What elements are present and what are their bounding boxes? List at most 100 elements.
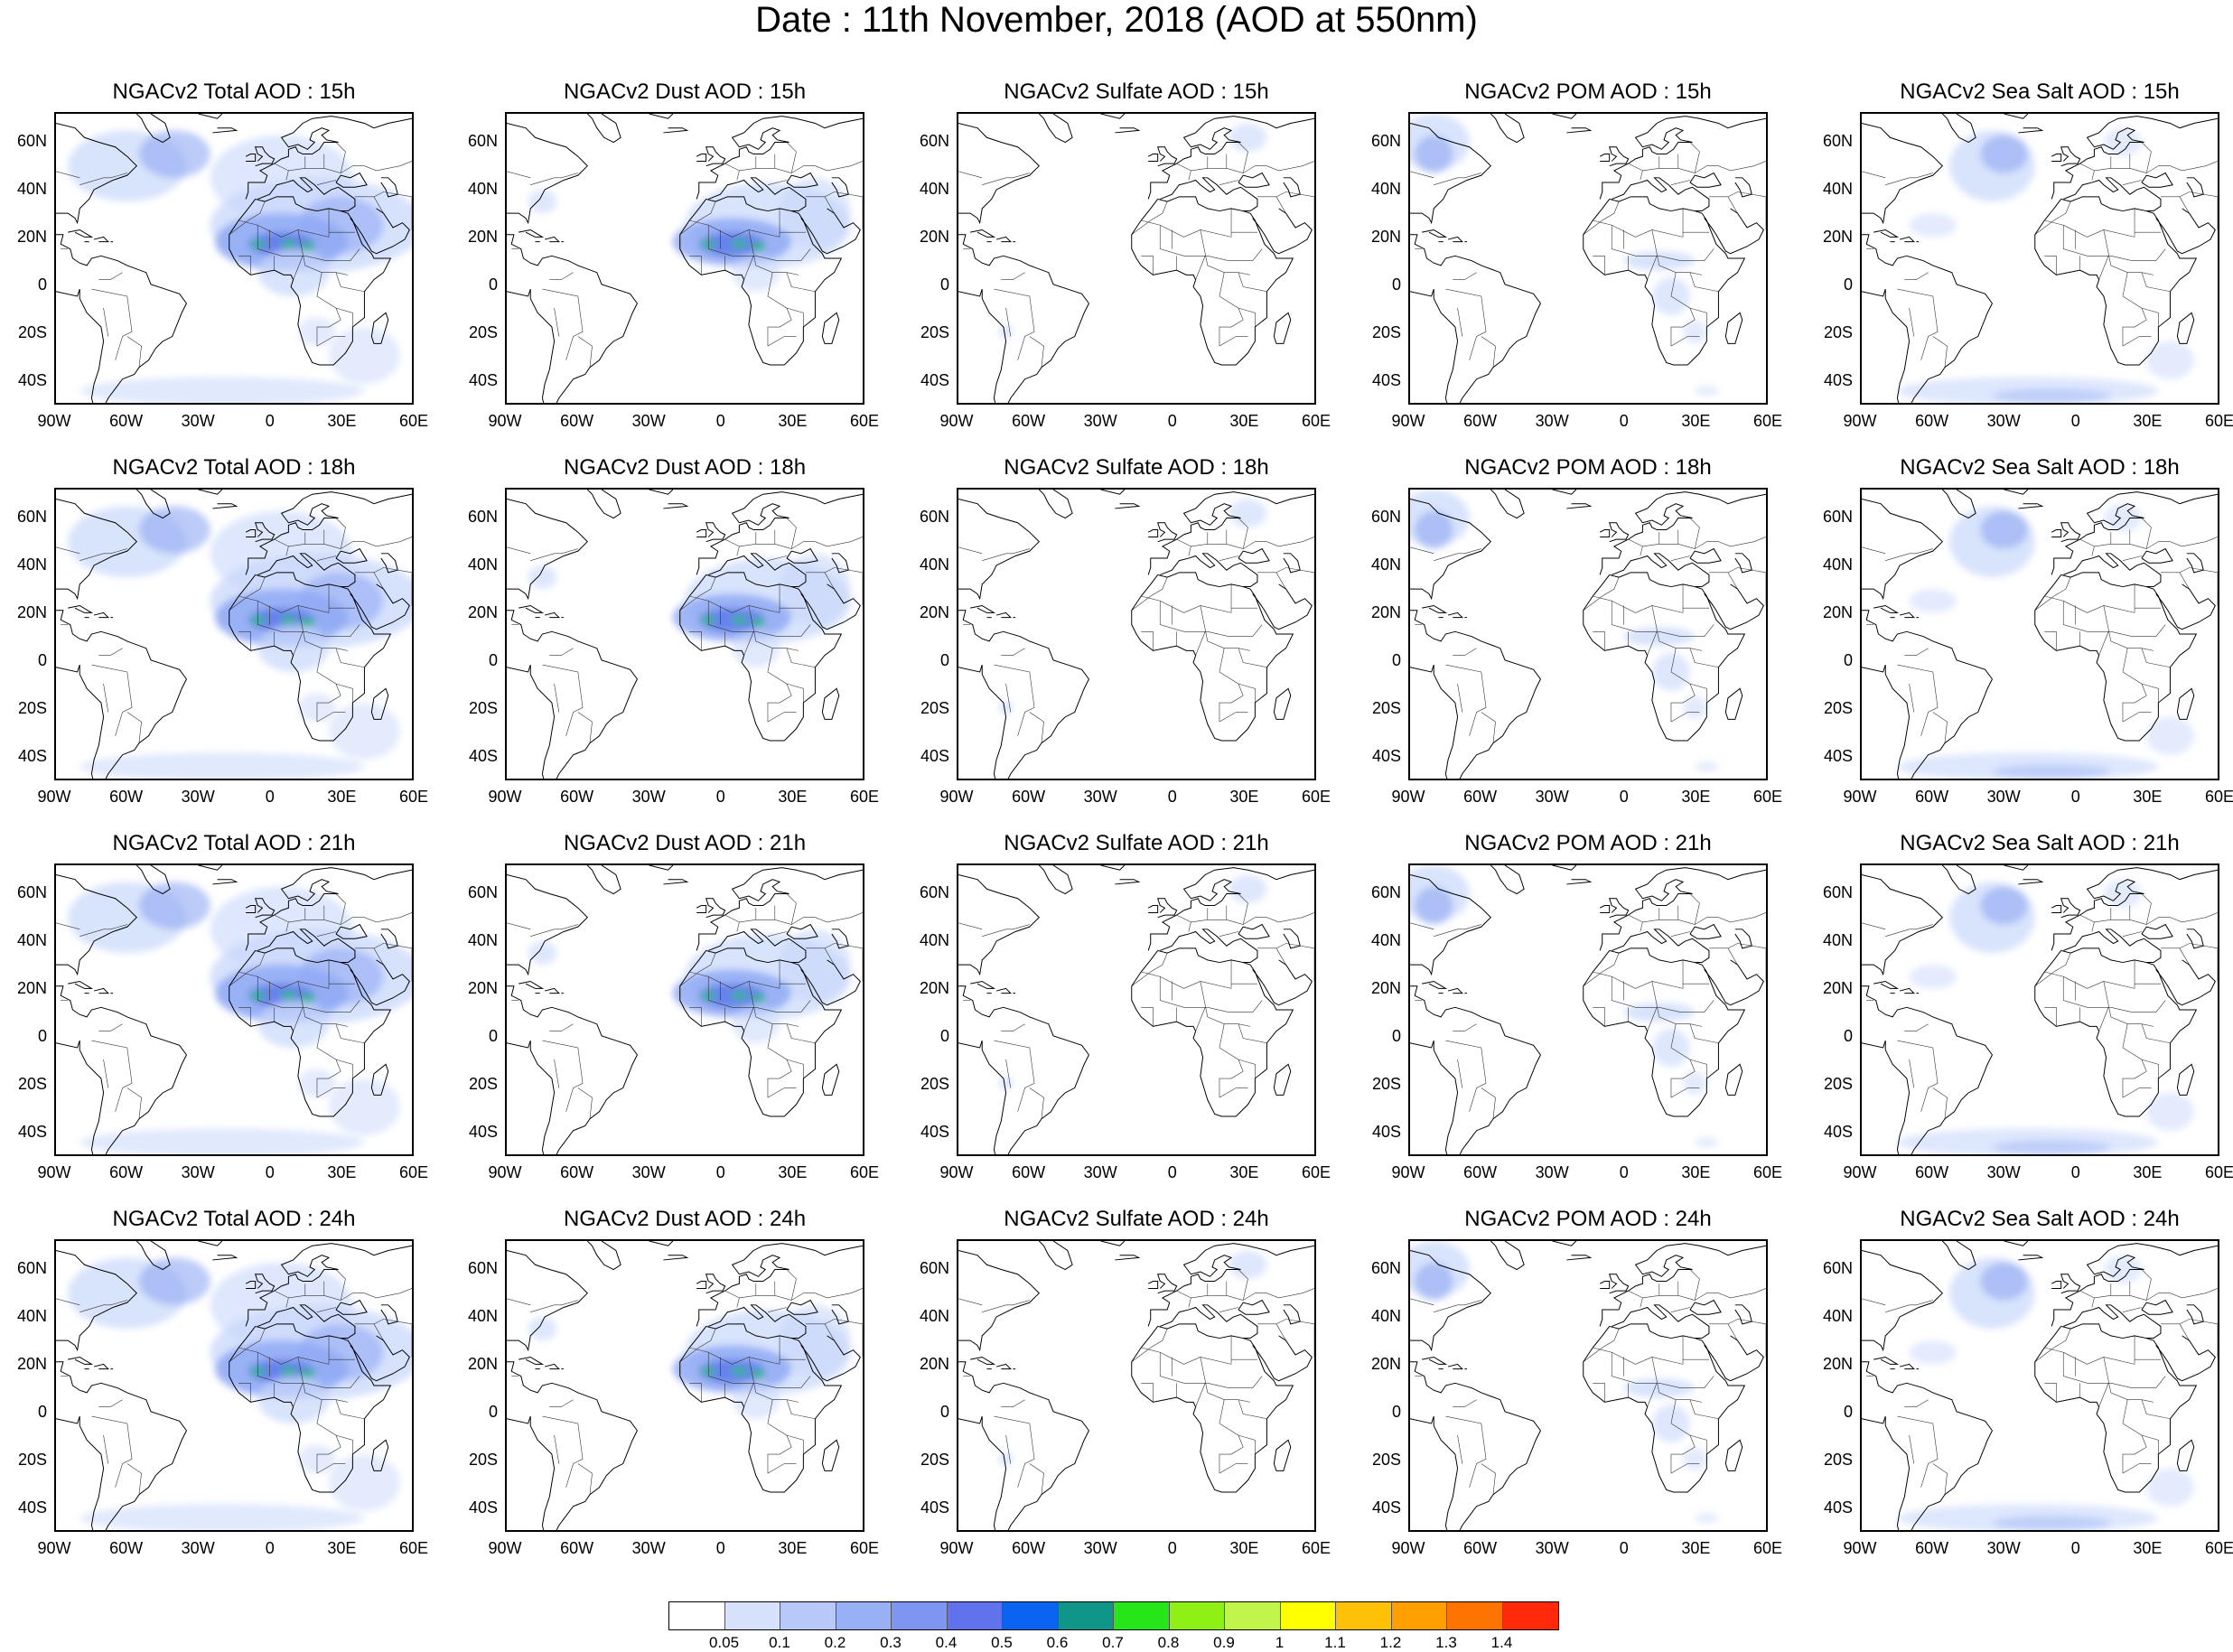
longitude-tick-label: 30E (2133, 1163, 2163, 1181)
longitude-tick-label: 60W (109, 1163, 144, 1181)
country-border (335, 1269, 346, 1301)
panel-title: NGACv2 Total AOD : 24h (112, 1207, 356, 1231)
country-border (1457, 684, 1463, 713)
country-border (1670, 1463, 1700, 1474)
coastline (679, 1323, 843, 1493)
aerosol-plume (1909, 213, 1957, 238)
longitude-tick-label: 60W (1463, 788, 1498, 806)
coastline (93, 1363, 110, 1370)
longitude-tick-label: 30W (631, 788, 666, 806)
coastline (370, 1063, 389, 1096)
country-border (56, 171, 80, 179)
country-border (1862, 546, 1886, 555)
coastline (56, 664, 105, 779)
country-border (689, 971, 780, 989)
longitude-tick-label: 60E (1752, 1163, 1783, 1181)
latitude-tick-label: 0 (1843, 1403, 1853, 1422)
country-border (316, 180, 337, 186)
latitude-tick-label: 20S (920, 323, 949, 342)
aerosol-plume (79, 752, 365, 779)
country-border (786, 1399, 816, 1420)
coastline (350, 959, 410, 1006)
latitude-tick-label: 40N (16, 930, 47, 949)
country-border (103, 1435, 109, 1464)
country-border (1141, 595, 1232, 613)
latitude-tick-label: 60N (919, 131, 949, 150)
coastline (1115, 503, 1141, 509)
country-border (1445, 1040, 1487, 1112)
coastline (1862, 498, 1943, 601)
longitude-tick-label: 60W (560, 788, 594, 806)
colorbar-label: 1 (1275, 1634, 1285, 1651)
coastline (663, 879, 689, 885)
country-border (316, 648, 341, 723)
country-border (1904, 648, 1929, 656)
coastline (68, 604, 94, 613)
longitude-tick-label: 60W (1012, 412, 1046, 430)
coastline (1724, 1063, 1743, 1096)
country-border (2179, 567, 2218, 574)
aerosol-plume (210, 886, 353, 973)
coastline (2034, 196, 2198, 366)
country-border (724, 914, 740, 932)
country-border (1670, 931, 1691, 938)
coastline (519, 604, 545, 613)
aerosol-plume (329, 327, 400, 385)
coastline (1147, 905, 1159, 913)
latitude-tick-label: 60N (16, 1258, 47, 1277)
longitude-tick-label: 60E (1752, 788, 1783, 806)
country-border (786, 648, 816, 668)
longitude-tick-label: 30E (2133, 1539, 2163, 1557)
country-border (56, 546, 80, 555)
latitude-tick-label: 20N (467, 603, 498, 622)
coastline (380, 553, 398, 574)
country-border (549, 272, 574, 280)
country-border (1238, 1269, 1248, 1301)
longitude-tick-label: 0 (2070, 412, 2080, 430)
country-border (958, 922, 983, 930)
country-border (542, 664, 584, 736)
coastline (93, 987, 110, 994)
coastline (1608, 522, 1630, 543)
latitude-tick-label: 40N (1370, 1306, 1401, 1325)
country-border (689, 1383, 702, 1403)
country-border (1445, 288, 1487, 360)
country-border (1200, 605, 1251, 651)
aerosol-plume (1229, 874, 1267, 903)
longitude-tick-label: 90W (37, 412, 71, 430)
country-border (554, 1435, 560, 1464)
coastline (56, 985, 188, 1154)
coastline (135, 114, 171, 144)
map-canvas (1410, 490, 1766, 779)
country-border (1727, 191, 1766, 198)
coastline (1283, 553, 1301, 574)
longitude-tick-label: 90W (1843, 412, 1877, 430)
country-border (1932, 336, 1948, 368)
country-border (2044, 219, 2135, 238)
latitude-tick-label: 60N (1822, 131, 1853, 150)
coastline (68, 1356, 94, 1365)
country-border (982, 548, 1030, 561)
country-border (1001, 1399, 1025, 1407)
country-border (1670, 272, 1696, 347)
coastline (1273, 687, 1292, 720)
coastline (2051, 905, 2062, 913)
coastline (1115, 879, 1141, 885)
latitude-tick-label: 20S (17, 1075, 47, 1094)
coastline (1252, 1335, 1313, 1382)
aerosol-plume (257, 1376, 330, 1423)
country-border (297, 605, 349, 651)
country-border (1159, 1352, 1263, 1388)
latitude-tick-label: 20S (1371, 699, 1401, 718)
longitude-tick-label: 30E (327, 1163, 357, 1181)
coastline (1410, 873, 1491, 976)
longitude-tick-label: 30E (778, 788, 808, 806)
latitude-tick-label: 20N (1822, 979, 1853, 998)
country-border (2122, 1023, 2147, 1098)
coastline (350, 208, 410, 255)
coastline (1147, 154, 1159, 162)
country-border (2062, 1352, 2166, 1388)
coastline (831, 1304, 849, 1325)
country-border (767, 931, 788, 938)
country-border (2103, 981, 2154, 1027)
